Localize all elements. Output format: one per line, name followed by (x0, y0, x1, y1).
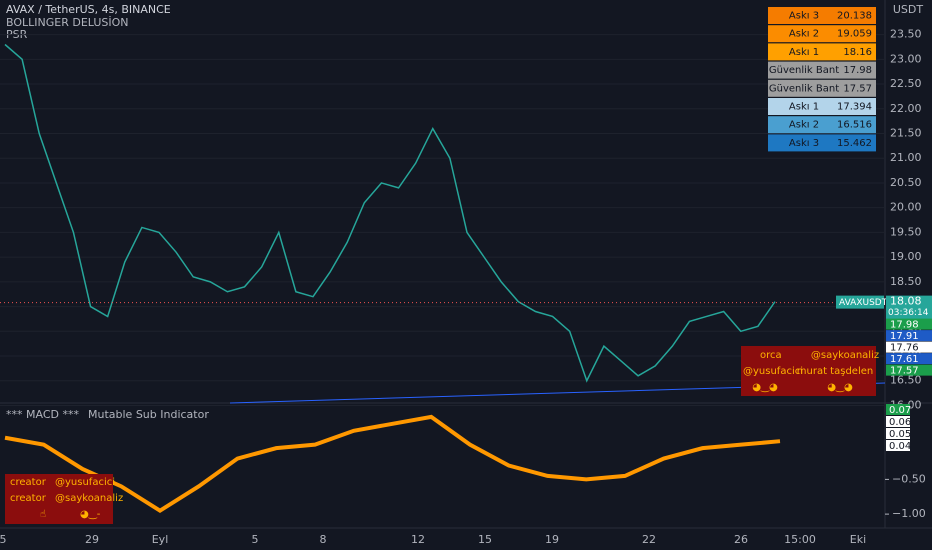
signature-text: @saykoanaliz (811, 350, 879, 361)
x-tick-label: 29 (85, 533, 99, 546)
level-row (768, 116, 876, 134)
level-row (768, 25, 876, 43)
y-tick-label: 22.50 (890, 77, 922, 90)
x-tick-label: Eki (850, 533, 866, 546)
last-price: 18.08 (890, 295, 922, 308)
level-value: 17.98 (843, 65, 872, 76)
y-tick-label: 21.50 (890, 127, 922, 140)
x-tick-label: 15 (478, 533, 492, 546)
signature-box (741, 346, 876, 396)
level-row (768, 61, 876, 79)
level-row (768, 43, 876, 61)
y-tick-label: 23.00 (890, 52, 922, 65)
macd-tag-text: 0.04 (889, 441, 911, 452)
macd-title: *** MACD *** (6, 408, 79, 421)
level-value: 19.059 (837, 29, 872, 40)
x-tick-label: 12 (411, 533, 425, 546)
signature-text: creator (10, 477, 47, 488)
level-label: Askı 2 (789, 120, 819, 131)
level-label: Güvenlik Bant (769, 83, 839, 94)
level-row (768, 98, 876, 115)
signature-text: ◕‿◕ (752, 382, 778, 393)
x-tick-label: 5 (252, 533, 259, 546)
price-tag (886, 353, 932, 365)
level-value: 16.516 (837, 120, 872, 131)
y-tick-label: 21.00 (890, 151, 922, 164)
macd-line (4, 414, 781, 513)
y-tick-label: 19.50 (890, 225, 922, 238)
y-tick-label: 23.50 (890, 28, 922, 41)
y-tick-label: 19.00 (890, 250, 922, 263)
level-value: 17.57 (843, 83, 872, 94)
price-tag-text: 17.76 (890, 343, 919, 354)
dynamic: 23.50 23.00 22.50 22.00 21.50 21.00 20.50 20.00… (0, 7, 932, 546)
macd-tag (886, 404, 910, 415)
macd-tag-text: 0.07 (889, 405, 911, 416)
signature-text: murat taşdelen (797, 366, 873, 377)
x-tick-label: 15:00 (784, 533, 816, 546)
level-label: Askı 2 (789, 29, 819, 40)
last-price-tag (886, 295, 932, 320)
y-tick-label: 20.00 (890, 201, 922, 214)
symbol-tag-text: AVAXUSDT (839, 298, 888, 308)
signature-text: creator (10, 493, 47, 504)
signature-text: @yusufacici (55, 477, 115, 488)
x-tick-label: 8 (320, 533, 327, 546)
x-tick-label: 22 (642, 533, 656, 546)
signature-text: @saykoanaliz (55, 493, 123, 504)
indicator-label: BOLLINGER DELUSİON (6, 16, 129, 29)
macd-tag-text: 0.05 (889, 429, 911, 440)
level-row (768, 79, 876, 97)
level-label: Askı 1 (789, 47, 819, 58)
signature-box (5, 474, 113, 524)
signature-text: ☝ (40, 509, 46, 520)
signature-text: orca (760, 350, 782, 361)
price-tag (886, 318, 932, 330)
price-line (4, 43, 776, 383)
price-tag-text: 17.91 (890, 331, 919, 342)
price-tag (886, 330, 932, 342)
level-value: 15.462 (837, 138, 872, 149)
price-tag-text: 17.61 (890, 354, 919, 365)
x-tick-label: Eyl (152, 533, 169, 546)
macd-tag (886, 416, 910, 427)
macd-tag (886, 440, 910, 451)
signature-text: @yusufacici (743, 366, 803, 377)
x-tick-label: 26 (734, 533, 748, 546)
y-tick-label: 18.50 (890, 275, 922, 288)
macd-subtitle: Mutable Sub Indicator (88, 408, 209, 421)
price-tag (886, 341, 932, 353)
level-row (768, 134, 876, 152)
price-tag-text: 17.98 (890, 320, 919, 331)
signature-text: ◕‿- (80, 509, 101, 520)
macd-tag-text: 0.06 (889, 417, 911, 428)
currency-label: USDT (893, 3, 924, 16)
price-tag-text: 17.57 (890, 366, 919, 377)
price-tag (886, 364, 932, 376)
x-tick-label: 5 (0, 533, 7, 546)
level-row (768, 7, 876, 24)
macd-tag (886, 428, 910, 439)
x-tick-label: 19 (545, 533, 559, 546)
level-label: Askı 3 (789, 138, 819, 149)
level-value: 20.138 (837, 11, 872, 22)
y-tick-label: −1.00 (892, 507, 926, 520)
level-label: Askı 1 (789, 102, 819, 113)
level-value: 18.16 (843, 47, 872, 58)
y-tick-label: 22.00 (890, 102, 922, 115)
y-tick-label: 20.50 (890, 176, 922, 189)
level-value: 17.394 (837, 102, 872, 113)
level-label: Askı 3 (789, 11, 819, 22)
y-tick-label: 16.50 (890, 374, 922, 387)
symbol-title: AVAX / TetherUS, 4s, BINANCE (6, 3, 171, 16)
countdown: 03:36:14 (888, 308, 929, 318)
level-label: Güvenlik Bant (769, 65, 839, 76)
symbol-tag (836, 295, 884, 309)
y-tick-label: −0.50 (892, 472, 926, 485)
signature-text: ◕‿◕ (827, 382, 853, 393)
